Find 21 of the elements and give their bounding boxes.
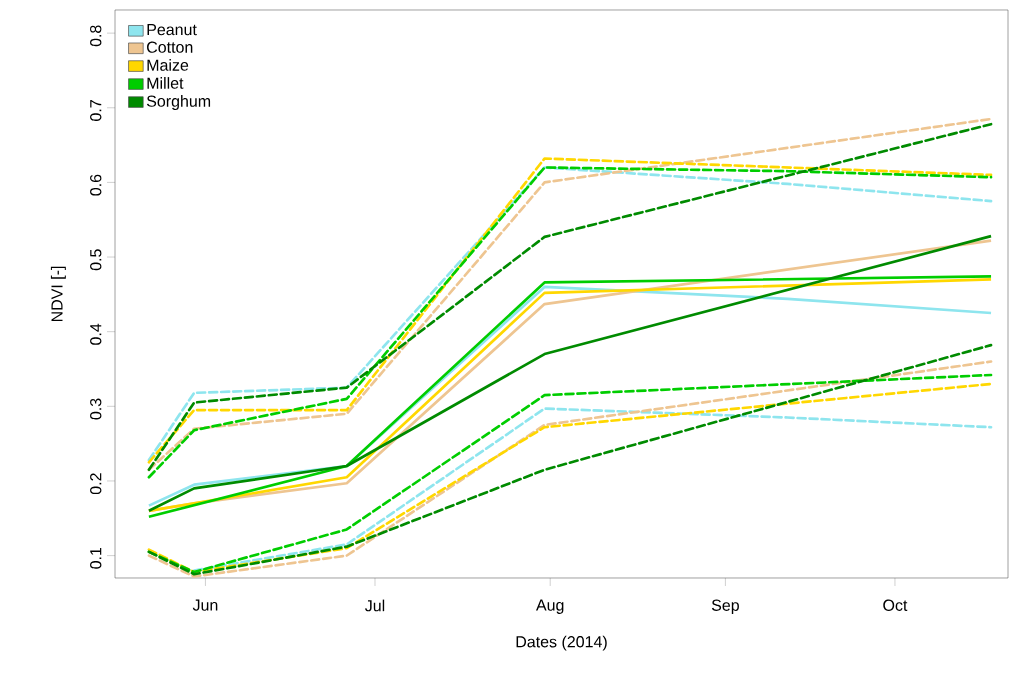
y-tick-label: 0.8 [90, 25, 102, 47]
y-tick-label: 0.7 [90, 100, 102, 121]
legend-label: Cotton [147, 41, 193, 53]
y-tick-label: 0.1 [90, 547, 102, 569]
y-axis-title: NDVI [-] [50, 266, 66, 322]
y-tick-label: 0.3 [90, 398, 102, 420]
y-tick-label: 0.2 [90, 473, 102, 495]
y-tick-label: 0.5 [90, 249, 102, 271]
y-tick-label: 0.4 [90, 323, 102, 345]
line-series [192, 407, 993, 572]
x-tick-label: Jun [192, 599, 218, 611]
y-tick-label: 0.6 [90, 174, 102, 196]
legend-label: Sorghum [146, 95, 211, 110]
x-tick-label: Aug [535, 599, 564, 614]
x-axis-title: Dates (2014) [516, 635, 607, 651]
legend-label: Peanut [147, 24, 197, 36]
legend-label: Millet [147, 77, 184, 89]
x-tick-label: Sep [711, 599, 739, 615]
legend-label: Maize [147, 59, 189, 71]
x-tick-label: Oct [883, 599, 908, 611]
x-tick-label: Jul [365, 599, 385, 612]
